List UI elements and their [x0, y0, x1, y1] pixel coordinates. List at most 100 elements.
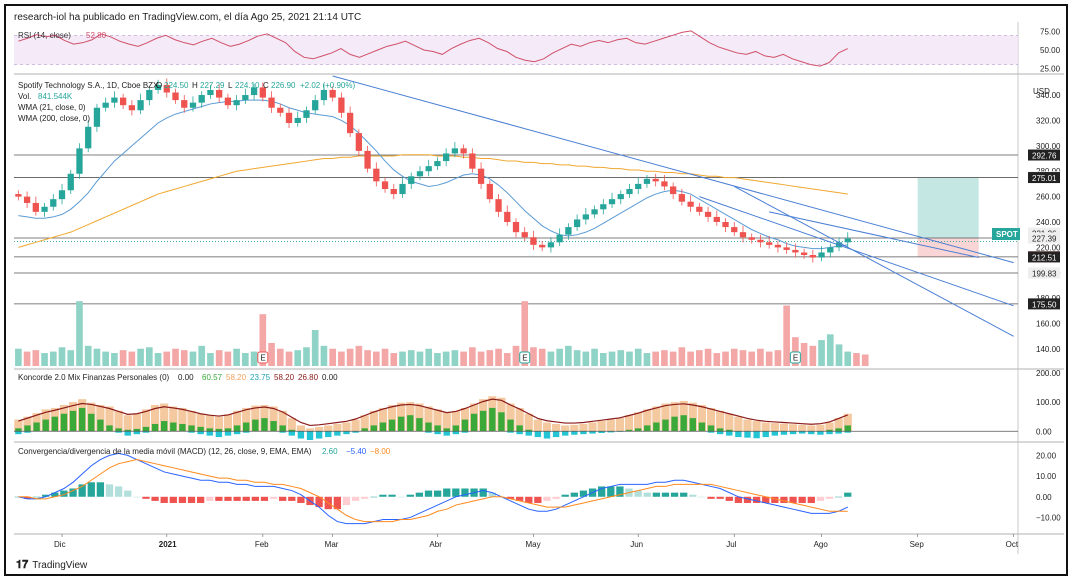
volume-bar	[207, 353, 214, 366]
koncorde-brown-bar	[706, 407, 716, 432]
macd-histogram-bar	[643, 492, 651, 497]
volume-bar	[23, 351, 31, 366]
koncorde-brown-bar	[196, 413, 205, 432]
volume-bar	[276, 348, 284, 366]
koncorde-green-bar	[452, 425, 460, 432]
candle-body	[713, 216, 720, 222]
koncorde-blue-bar	[726, 431, 733, 436]
macd-histogram-bar	[479, 488, 487, 497]
candle-body	[399, 183, 406, 195]
volume-bar	[460, 351, 467, 366]
volume-bar	[137, 348, 144, 366]
volume-bar	[128, 351, 136, 366]
candle-body	[207, 89, 214, 96]
macd-histogram-bar	[670, 492, 679, 497]
x-tick-label: Dic	[54, 540, 66, 549]
macd-histogram-bar	[69, 488, 77, 497]
volume-bar	[661, 350, 668, 366]
price-tick-label: 220.00	[1036, 243, 1061, 252]
koncorde-green-bar	[78, 407, 86, 432]
koncorde-legend-value: 0.00	[178, 373, 194, 382]
candle-body	[643, 178, 651, 184]
macd-histogram-bar	[96, 482, 105, 497]
koncorde-brown-bar	[360, 415, 369, 432]
candle-body	[792, 249, 799, 253]
macd-histogram-bar	[798, 496, 806, 503]
candle-body	[512, 222, 520, 233]
koncorde-brown-bar	[150, 405, 160, 432]
koncorde-green-bar	[416, 418, 423, 432]
price-tick-label: 240.00	[1036, 218, 1061, 227]
chart-canvas[interactable]: RSI (14, close) 52.80 75.00 50.00 25.00 E E E US…	[6, 6, 1066, 574]
koncorde-brown-bar	[533, 419, 542, 432]
candle-body	[93, 107, 101, 127]
macd-histogram-bar	[169, 496, 177, 503]
x-tick-label: Oct	[1006, 540, 1019, 549]
volume-bar	[687, 351, 694, 366]
koncorde-tick-label: 0.00	[1036, 427, 1052, 436]
koncorde-blue-bar	[115, 431, 122, 433]
koncorde-brown-bar	[615, 418, 625, 432]
candle-body	[119, 97, 127, 106]
candle-body	[722, 222, 729, 228]
koncorde-green-bar	[161, 421, 168, 432]
koncorde-green-bar	[252, 419, 259, 432]
macd-legend-value: 2.60	[322, 447, 338, 456]
koncorde-blue-bar	[789, 431, 797, 435]
candle-body	[23, 196, 31, 203]
koncorde-brown-bar	[843, 413, 852, 432]
volume-bar	[608, 351, 616, 366]
macd-histogram-bar	[771, 496, 779, 503]
volume-bar	[765, 351, 773, 366]
macd-histogram-bar	[105, 484, 114, 497]
price-label-text: 275.01	[1032, 174, 1057, 183]
macd-line	[18, 452, 848, 525]
volume-bar	[294, 350, 302, 366]
macd-histogram-bar	[634, 490, 642, 497]
volume-bar	[582, 351, 590, 366]
candle-body	[111, 97, 118, 103]
chart-frame: research-iol ha publicado en TradingView…	[4, 4, 1068, 576]
koncorde-green-bar	[525, 429, 532, 432]
macd-histogram-bar	[269, 496, 278, 499]
signal-line	[18, 459, 848, 523]
koncorde-blue-bar	[716, 431, 724, 435]
koncorde-brown-bar	[114, 410, 123, 432]
volume-bar	[58, 347, 66, 366]
koncorde-green-bar	[489, 407, 496, 432]
rsi-tick-label: 50.00	[1040, 46, 1061, 55]
koncorde-brown-bar	[342, 422, 351, 432]
koncorde-blue-bar	[243, 431, 250, 433]
candle-body	[818, 252, 825, 258]
koncorde-blue-bar	[452, 431, 460, 435]
koncorde-brown-bar	[214, 416, 223, 432]
volume-bar	[800, 342, 808, 366]
koncorde-green-bar	[379, 422, 387, 432]
candle-body	[582, 214, 589, 220]
macd-histogram-bar	[333, 496, 342, 510]
koncorde-brown-bar	[652, 406, 661, 432]
koncorde-green-bar	[826, 429, 833, 432]
koncorde-brown-bar	[451, 410, 460, 432]
koncorde-green-bar	[15, 428, 22, 432]
volume-bar	[704, 348, 712, 366]
volume-bar	[783, 305, 790, 366]
tradingview-brand[interactable]: 𝟏𝟕 TradingView	[16, 559, 87, 572]
candle-body	[504, 211, 511, 222]
koncorde-blue-bar	[762, 431, 769, 438]
volume-bar	[41, 353, 48, 366]
macd-histogram-bar	[652, 492, 661, 497]
koncorde-green-bar	[97, 419, 104, 432]
macd-histogram-bar	[133, 496, 141, 498]
koncorde-brown-bar	[242, 407, 251, 432]
macd-histogram-bar	[689, 494, 697, 497]
koncorde-green-bar	[261, 418, 268, 432]
koncorde-blue-bar	[580, 431, 587, 435]
candle-body	[731, 227, 738, 233]
koncorde-green-bar	[170, 422, 177, 432]
koncorde-blue-bar	[753, 431, 760, 439]
koncorde-blue-bar	[525, 431, 532, 436]
macd-histogram-bar	[844, 492, 852, 497]
earnings-marker-icon	[789, 351, 801, 364]
macd-histogram-bar	[415, 492, 424, 497]
